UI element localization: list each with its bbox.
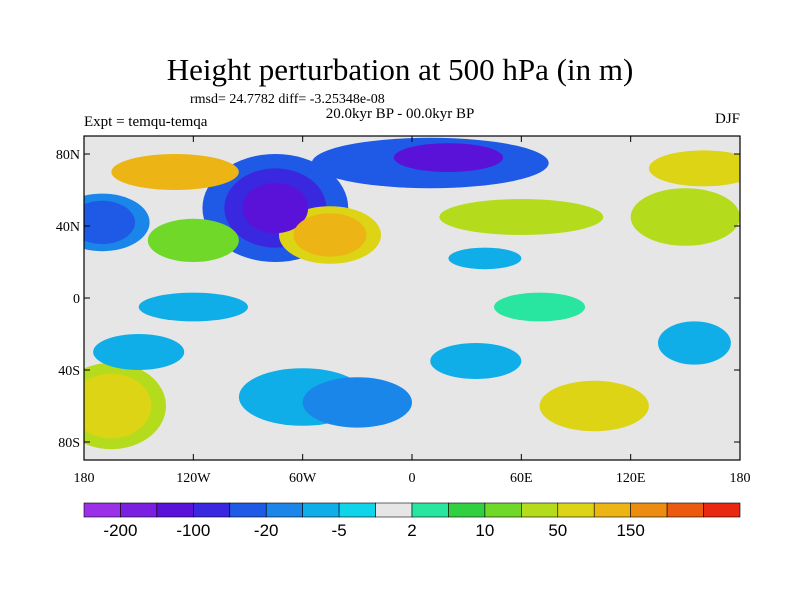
colorbar-swatch bbox=[156, 502, 194, 518]
colorbar-label: -200 bbox=[103, 521, 137, 540]
colorbar-swatch bbox=[484, 502, 522, 518]
y-tick-label: 40S bbox=[58, 364, 80, 379]
anomaly-region bbox=[93, 334, 185, 370]
colorbar-swatch bbox=[193, 502, 231, 518]
colorbar-swatch bbox=[703, 502, 741, 518]
colorbar-swatch bbox=[302, 502, 340, 518]
anomaly-region bbox=[430, 343, 522, 379]
season-label: DJF bbox=[714, 111, 740, 127]
colorbar-swatch bbox=[521, 502, 559, 518]
colorbar-swatch bbox=[338, 502, 376, 518]
colorbar-swatch bbox=[666, 502, 704, 518]
x-tick-label: 120E bbox=[616, 471, 646, 486]
colorbar-label: 150 bbox=[616, 521, 644, 540]
x-tick-label: 60E bbox=[510, 471, 533, 486]
colorbar-swatch bbox=[448, 502, 486, 518]
colorbar-swatch bbox=[120, 502, 158, 518]
anomaly-region bbox=[111, 154, 239, 190]
anomaly-region bbox=[439, 199, 604, 235]
anomaly-region bbox=[84, 200, 136, 244]
rmsd-diff-stats: rmsd= 24.7782 diff= -3.25348e-08 bbox=[190, 92, 385, 107]
anomaly-region bbox=[84, 373, 152, 439]
anomaly-region bbox=[293, 213, 367, 257]
colorbar-label: 10 bbox=[475, 521, 494, 540]
anomaly-region bbox=[242, 182, 309, 234]
y-tick-label: 40N bbox=[56, 220, 80, 235]
y-tick-label: 80S bbox=[58, 436, 80, 451]
colorbar-swatch bbox=[375, 502, 413, 518]
colorbar-swatch bbox=[411, 502, 449, 518]
anomaly-region bbox=[302, 377, 413, 428]
anomaly-region bbox=[393, 143, 504, 173]
colorbar-swatch bbox=[557, 502, 595, 518]
chart-title: Height perturbation at 500 hPa (in m) bbox=[166, 52, 634, 87]
anomaly-region bbox=[658, 321, 731, 365]
colorbar-swatch bbox=[593, 502, 631, 518]
anomaly-region bbox=[630, 188, 740, 246]
colorbar-swatch bbox=[265, 502, 303, 518]
x-tick-label: 0 bbox=[409, 471, 416, 486]
experiment-label: Expt = temqu-temqa bbox=[84, 114, 208, 130]
x-tick-label: 60W bbox=[289, 471, 317, 486]
colorbar-label: -5 bbox=[332, 521, 347, 540]
x-tick-label: 180 bbox=[730, 471, 751, 486]
colorbar-swatch bbox=[630, 502, 668, 518]
anomaly-region bbox=[147, 218, 239, 262]
anomaly-region bbox=[494, 292, 586, 322]
colorbar-label: 2 bbox=[407, 521, 416, 540]
anomaly-region bbox=[539, 380, 649, 432]
field-anomalies bbox=[84, 137, 740, 450]
y-tick-label: 80N bbox=[56, 148, 80, 163]
colorbar-label: 50 bbox=[548, 521, 567, 540]
anomaly-region bbox=[138, 292, 248, 322]
colorbar-swatch bbox=[229, 502, 267, 518]
x-tick-label: 180 bbox=[74, 471, 95, 486]
anomaly-region bbox=[648, 150, 740, 187]
x-tick-label: 120W bbox=[176, 471, 211, 486]
anomaly-region bbox=[448, 247, 522, 270]
time-period: 20.0kyr BP - 00.0kyr BP bbox=[325, 106, 475, 122]
y-tick-label: 0 bbox=[73, 292, 80, 307]
colorbar-label: -100 bbox=[176, 521, 210, 540]
colorbar-label: -20 bbox=[254, 521, 279, 540]
colorbar-swatch bbox=[83, 502, 121, 518]
